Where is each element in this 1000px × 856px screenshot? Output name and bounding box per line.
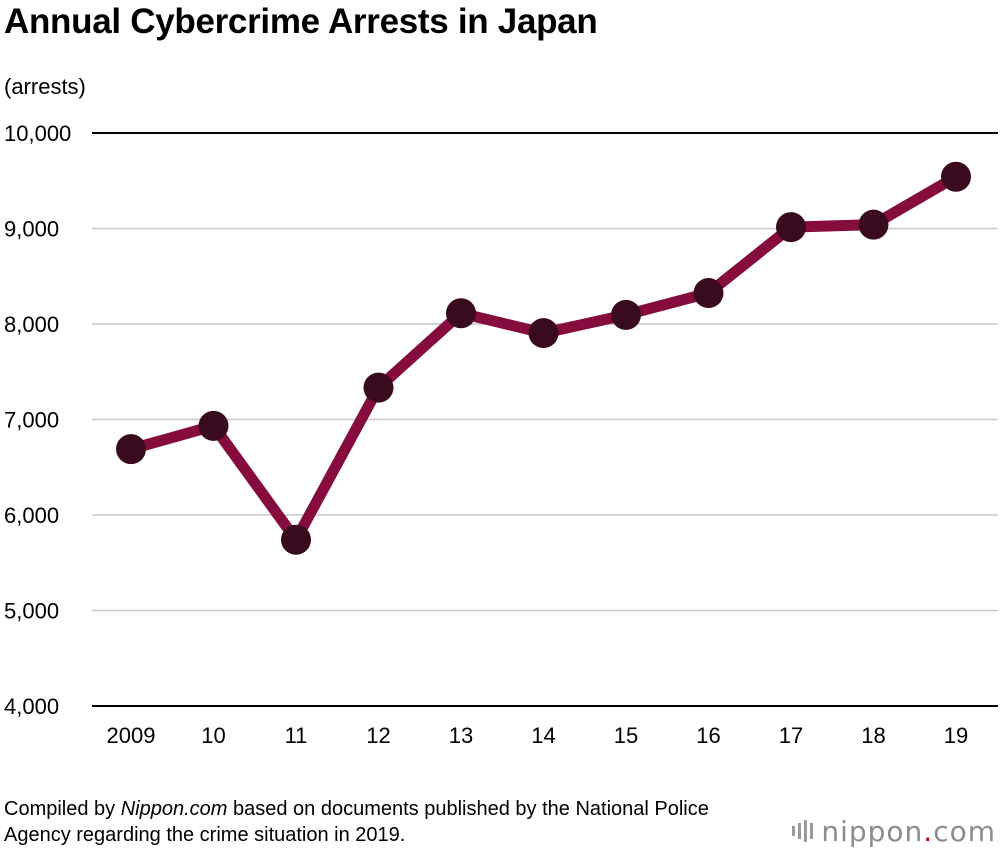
data-points [116,161,971,555]
data-point [198,410,229,441]
y-tick-label: 8,000 [4,312,59,337]
y-tick-label: 10,000 [4,121,71,146]
x-axis-tick-labels: 2009 10 11 12 13 14 15 16 17 18 19 [107,723,969,748]
data-point [281,524,311,555]
logo-mark-icon [792,820,814,842]
y-axis-unit-label: (arrests) [4,74,86,99]
x-tick-label: 15 [614,723,638,748]
y-tick-label: 4,000 [4,694,59,719]
y-tick-label: 7,000 [4,408,59,433]
data-point [611,299,641,330]
data-point [858,209,889,240]
source-emphasis: Nippon.com [120,798,228,820]
chart-title: Annual Cybercrime Arrests in Japan [4,2,598,41]
data-point [693,278,724,309]
source-suffix: based on documents published by the Nati… [4,798,709,846]
line-chart: 4,000 5,000 6,000 7,000 8,000 9,000 10,000 200… [4,121,998,748]
source-prefix: Compiled by [4,798,121,820]
x-tick-label: 2009 [107,723,156,748]
grid-lines [92,132,998,707]
y-tick-label: 9,000 [4,217,59,242]
x-tick-label: 13 [449,723,473,748]
nippon-logo: nippon.com [792,814,996,848]
logo-wordmark: nippon.com [821,814,996,848]
x-tick-label: 11 [285,723,308,748]
data-point [363,372,394,403]
x-tick-label: 17 [779,723,803,748]
x-tick-label: 16 [696,723,720,748]
y-tick-label: 6,000 [4,503,59,528]
data-point [528,318,559,349]
y-axis-tick-labels: 4,000 5,000 6,000 7,000 8,000 9,000 10,000 [4,121,71,719]
series-polyline [125,171,962,546]
data-point [446,298,476,329]
data-point [776,212,806,243]
data-point [941,161,971,192]
x-tick-label: 14 [531,723,555,748]
data-point [116,434,146,465]
x-tick-label: 12 [366,723,390,748]
x-tick-label: 10 [201,723,225,748]
source-note: Compiled by Nippon.com based on document… [4,796,744,848]
x-tick-label: 19 [944,723,968,748]
y-tick-label: 5,000 [4,599,59,624]
x-tick-label: 18 [861,723,885,748]
series-line [125,171,962,546]
